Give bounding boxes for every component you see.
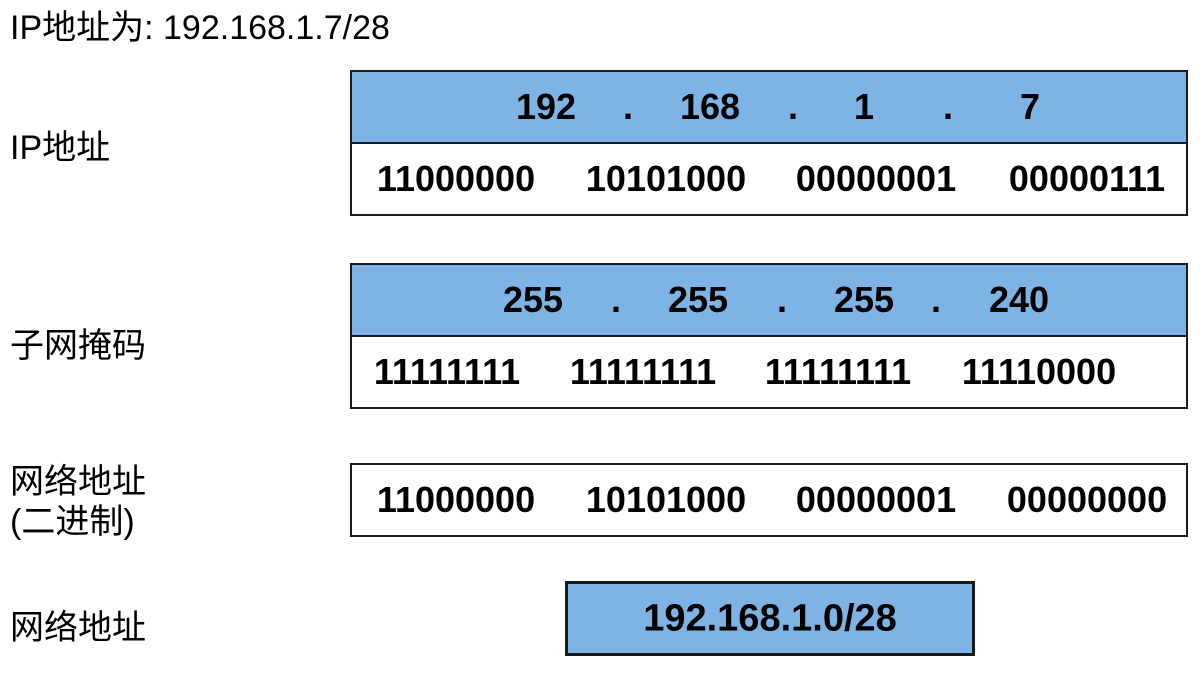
mask-binary-octet-3: 11111111 xyxy=(764,351,912,392)
network-address-label: 网络地址 xyxy=(10,609,146,647)
network-binary-label-line1: 网络地址 xyxy=(10,463,146,501)
ip-octet-2: 168 xyxy=(679,86,741,127)
mask-octet-3: 255 xyxy=(833,279,895,320)
ip-dot-1: . xyxy=(622,86,634,127)
mask-binary-octet-4: 11110000 xyxy=(961,351,1117,392)
ip-octet-1: 192 xyxy=(515,86,577,127)
mask-binary-box: 11111111 11111111 11111111 11110000 xyxy=(350,335,1188,409)
mask-binary-octet-1: 11111111 xyxy=(373,351,521,392)
page-title: IP地址为: 192.168.1.7/28 xyxy=(10,9,390,47)
ip-binary-octet-1: 11000000 xyxy=(376,158,536,199)
ip-dot-3: . xyxy=(942,86,954,127)
mask-octet-2: 255 xyxy=(667,279,729,320)
mask-dot-3: . xyxy=(930,279,942,320)
ip-octet-4: 7 xyxy=(1019,86,1041,127)
network-address-cidr: 192.168.1.0/28 xyxy=(643,597,897,639)
network-address-result-box: 192.168.1.0/28 xyxy=(565,581,975,656)
ip-dot-2: . xyxy=(787,86,799,127)
network-binary-label-line2: (二进制) xyxy=(10,503,135,541)
mask-decimal-box: 255 . 255 . 255 . 240 xyxy=(350,263,1188,337)
mask-binary-octet-2: 11111111 xyxy=(569,351,717,392)
network-binary-octet-1: 11000000 xyxy=(376,479,536,520)
ip-binary-box: 11000000 10101000 00000001 00000111 xyxy=(350,142,1188,216)
mask-octet-1: 255 xyxy=(502,279,564,320)
ip-binary-octet-4: 00000111 xyxy=(1008,158,1166,199)
network-binary-octet-2: 10101000 xyxy=(585,479,747,520)
mask-octet-4: 240 xyxy=(988,279,1050,320)
network-binary-box: 11000000 10101000 00000001 00000000 xyxy=(350,463,1188,537)
ip-binary-octet-2: 10101000 xyxy=(585,158,747,199)
ip-octet-3: 1 xyxy=(853,86,875,127)
network-binary-octet-4: 00000000 xyxy=(1006,479,1168,520)
ip-address-label: IP地址 xyxy=(10,129,111,167)
network-binary-octet-3: 00000001 xyxy=(795,479,957,520)
ip-binary-octet-3: 00000001 xyxy=(795,158,957,199)
subnet-mask-label: 子网掩码 xyxy=(10,327,146,365)
mask-dot-1: . xyxy=(610,279,622,320)
ip-decimal-box: 192 . 168 . 1 . 7 xyxy=(350,70,1188,144)
mask-dot-2: . xyxy=(776,279,788,320)
